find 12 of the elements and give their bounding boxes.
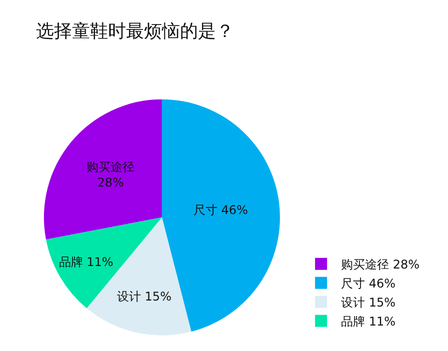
legend-label: 尺寸 46%: [341, 276, 396, 291]
legend-label: 品牌 11%: [341, 314, 396, 329]
pie-slice: [86, 217, 192, 336]
category-label: 购买途径 28%: [341, 258, 420, 272]
slice-label: 尺寸 46%: [193, 202, 248, 217]
slice-label: 设计 15%: [116, 290, 172, 304]
slice-label: 购买途径: [86, 160, 135, 174]
pie-slice: [44, 99, 162, 240]
legend-label: 设计 15%: [341, 296, 396, 310]
data-label: 28%: [97, 176, 124, 190]
slice-label: 品牌 11%: [58, 255, 114, 270]
chart-title: 选择童鞋时最烦恼的是？: [36, 21, 234, 42]
